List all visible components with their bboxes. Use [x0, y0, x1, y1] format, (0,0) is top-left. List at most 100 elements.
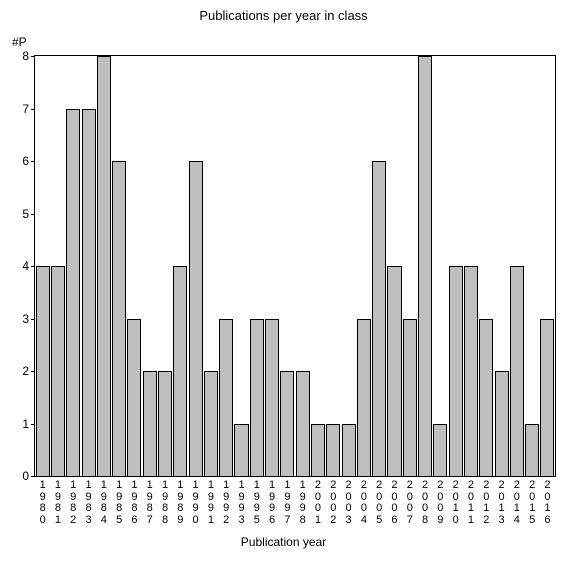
plot-area: 012345678 198019811982198319841985198619…	[34, 55, 556, 477]
bar	[296, 371, 310, 476]
bar-slot: 1997	[280, 56, 295, 476]
bar-slot: 2013	[494, 56, 509, 476]
bar	[280, 371, 294, 476]
bar	[265, 319, 279, 477]
chart-title: Publications per year in class	[0, 8, 567, 23]
bar	[36, 266, 50, 476]
bar	[112, 161, 126, 476]
x-tick-label: 2012	[481, 476, 492, 526]
bar	[127, 319, 141, 477]
bar-slot: 2010	[448, 56, 463, 476]
bar-slot: 2014	[509, 56, 524, 476]
x-tick-label: 2006	[389, 476, 400, 526]
bar-slot: 2008	[417, 56, 432, 476]
bar	[403, 319, 417, 477]
x-tick-label: 2003	[343, 476, 354, 526]
chart-container: Publications per year in class #P 012345…	[0, 0, 567, 567]
bar-slot: 1981	[50, 56, 65, 476]
bar-slot: 2009	[433, 56, 448, 476]
x-tick-label: 2013	[496, 476, 507, 526]
bar	[143, 371, 157, 476]
bar-slot: 1980	[35, 56, 50, 476]
x-tick-label: 1982	[68, 476, 79, 526]
bar	[97, 56, 111, 476]
x-tick-label: 1996	[267, 476, 278, 526]
bar-slot: 2015	[525, 56, 540, 476]
x-tick-label: 2004	[358, 476, 369, 526]
bar-slot: 1983	[81, 56, 96, 476]
x-tick-label: 1993	[236, 476, 247, 526]
bar-slot: 2002	[326, 56, 341, 476]
bar-slot: 2007	[402, 56, 417, 476]
bar-slot: 1984	[96, 56, 111, 476]
bar	[66, 109, 80, 477]
bar	[326, 424, 340, 477]
bar-slot: 2011	[463, 56, 478, 476]
x-tick-label: 1987	[144, 476, 155, 526]
bar	[357, 319, 371, 477]
bar	[173, 266, 187, 476]
bar	[418, 56, 432, 476]
x-tick-label: 1981	[52, 476, 63, 526]
bar-slot: 2001	[310, 56, 325, 476]
x-tick-label: 1988	[160, 476, 171, 526]
x-tick-label: 1998	[297, 476, 308, 526]
bar-slot: 1992	[219, 56, 234, 476]
bar-slot: 1998	[295, 56, 310, 476]
y-tick-mark	[31, 476, 35, 477]
bar	[311, 424, 325, 477]
bar	[342, 424, 356, 477]
x-tick-label: 1983	[83, 476, 94, 526]
bar	[449, 266, 463, 476]
x-tick-label: 2014	[511, 476, 522, 526]
bar-slot: 1982	[66, 56, 81, 476]
x-tick-label: 2008	[420, 476, 431, 526]
x-tick-label: 1984	[98, 476, 109, 526]
bar	[204, 371, 218, 476]
x-tick-label: 1986	[129, 476, 140, 526]
bar-slot: 1989	[173, 56, 188, 476]
bar	[82, 109, 96, 477]
x-tick-label: 2015	[527, 476, 538, 526]
bar	[387, 266, 401, 476]
x-tick-label: 2010	[450, 476, 461, 526]
bar	[495, 371, 509, 476]
bar-slot: 1995	[249, 56, 264, 476]
x-tick-label: 2011	[465, 476, 476, 526]
x-tick-label: 2009	[435, 476, 446, 526]
bar-slot: 1985	[111, 56, 126, 476]
bar-slot: 1987	[142, 56, 157, 476]
x-tick-label: 1990	[190, 476, 201, 526]
x-tick-label: 2007	[404, 476, 415, 526]
bar	[158, 371, 172, 476]
bar-slot: 1996	[264, 56, 279, 476]
bar-slot: 2012	[479, 56, 494, 476]
x-axis-label: Publication year	[0, 535, 567, 549]
bar-slot: 1993	[234, 56, 249, 476]
x-tick-label: 1980	[37, 476, 48, 526]
x-tick-label: 2002	[328, 476, 339, 526]
bar	[479, 319, 493, 477]
bar-slot: 2016	[540, 56, 555, 476]
x-tick-label: 1985	[114, 476, 125, 526]
x-tick-label: 1991	[205, 476, 216, 526]
bar-slot: 1988	[157, 56, 172, 476]
x-tick-label: 2005	[374, 476, 385, 526]
bar	[189, 161, 203, 476]
bar	[372, 161, 386, 476]
bar	[510, 266, 524, 476]
bar-slot: 2004	[356, 56, 371, 476]
x-tick-label: 1997	[282, 476, 293, 526]
bar	[464, 266, 478, 476]
bar	[219, 319, 233, 477]
bars-wrap: 1980198119821983198419851986198719881989…	[35, 56, 555, 476]
bar	[433, 424, 447, 477]
bar-slot: 2003	[341, 56, 356, 476]
bar	[250, 319, 264, 477]
y-axis-label: #P	[12, 35, 27, 49]
bar-slot: 1990	[188, 56, 203, 476]
bar	[540, 319, 554, 477]
bar-slot: 1991	[203, 56, 218, 476]
bar	[234, 424, 248, 477]
bar-slot: 1986	[127, 56, 142, 476]
